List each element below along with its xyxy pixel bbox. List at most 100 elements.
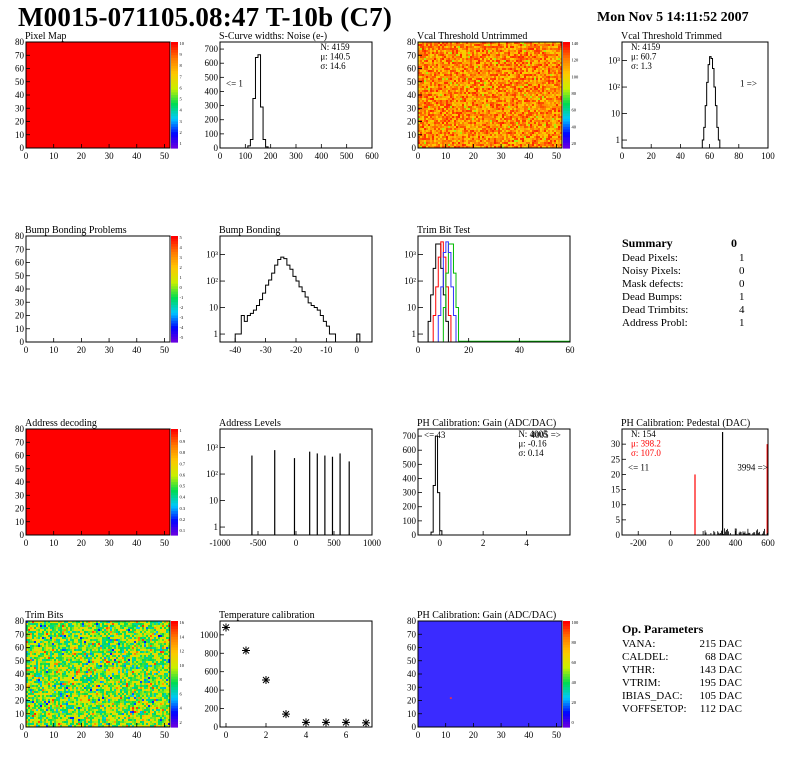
chart-title: Bump Bonding Problems [25,225,127,236]
x-tick-label: 2 [264,730,269,740]
palette-label: 14 [180,634,185,639]
y-tick-label: 80 [15,424,25,434]
x-tick-label: -1000 [210,538,231,548]
palette-label: 0.7 [180,461,186,466]
y-tick-label: 70 [15,244,25,254]
palette-label: 7 [180,74,183,79]
palette-label: 0.2 [180,517,186,522]
y-tick-label: 40 [15,669,25,679]
y-tick-label: 20 [15,504,25,514]
x-tick-label: 80 [734,151,744,161]
y-tick-label: 50 [15,656,25,666]
histogram [234,256,363,343]
plot-frame [621,41,769,149]
color-palette [171,42,178,149]
x-tick-label: 0 [24,345,29,355]
palette-label: 80 [572,640,577,645]
palette-label: 5 [180,235,183,240]
palette-label: 1 [180,141,182,146]
x-tick-label: 0 [224,730,229,740]
overflow-label: 1 => [740,79,757,89]
y-tick-label: 30 [15,103,25,113]
x-tick-label: 40 [524,730,534,740]
op-param-row-value: 195 DAC [699,677,742,689]
y-tick-label: 0 [20,530,25,540]
palette-label: 0.5 [180,484,186,489]
y-tick-label: 10³ [206,443,218,453]
x-tick-label: 40 [676,151,686,161]
y-tick-label: 40 [407,90,417,100]
palette-label: 5 [180,97,183,102]
summary-row-value: 1 [739,317,745,329]
x-tick-label: 20 [469,730,479,740]
stats-line: σ: 0.14 [518,448,544,458]
palette-label: 4 [180,108,183,113]
x-tick-label: -500 [250,538,267,548]
y-tick-label: 400 [205,86,219,96]
y-tick-label: 600 [403,445,417,455]
heatmap-pixel [449,697,452,699]
palette-label: 0.8 [180,450,186,455]
palette-label: 0 [572,720,575,725]
op-param-row-value: 68 DAC [705,651,742,663]
x-tick-label: 200 [696,538,710,548]
x-tick-label: 200 [264,151,278,161]
histogram [427,241,570,342]
y-tick-label: 10³ [404,250,416,260]
x-tick-label: 30 [497,730,507,740]
y-tick-label: 400 [205,685,219,695]
x-tick-label: -40 [229,345,241,355]
chart-title: Vcal Threshold Trimmed [621,31,722,42]
x-tick-label: 400 [315,151,329,161]
plot-frame [417,428,571,536]
chart-temperature-calibration: Temperature calibration 0 2 4 6 0 200 400 600 800… [200,610,373,740]
y-tick-label: 1000 [200,630,219,640]
scatter-point [362,718,370,727]
y-tick-label: 0 [412,530,417,540]
chart-address-levels: Address Levels -1000 -500 0 500 1000 1 10 10² 10³ [206,418,381,548]
y-tick-label: 600 [205,58,219,68]
palette-label: -1 [180,295,184,300]
y-tick-label: 10 [15,517,25,527]
stats-line: N: 4159 [320,42,350,52]
op-param-row-label: VANA: [622,638,656,650]
chart-address-decoding: Address decoding 1 0.9 0.8 0.7 0.6 0.5 0.4 0.3 0.… [15,418,186,548]
chart-title: Pixel Map [25,31,66,42]
x-tick-label: 6 [344,730,349,740]
y-tick-label: 60 [15,451,25,461]
x-tick-label: 20 [464,345,474,355]
x-tick-label: 500 [327,538,341,548]
op-param-row-label: VOFFSETOP: [622,703,687,715]
heatmap-fill [26,429,170,535]
y-tick-label: 10³ [206,250,218,260]
x-tick-label: -10 [320,345,332,355]
palette-label: 100 [572,74,580,79]
x-tick-label: 30 [105,730,115,740]
chart-title: Bump Bonding [219,225,280,236]
y-tick-label: 80 [407,616,417,626]
x-tick-label: 10 [49,730,59,740]
y-tick-label: 40 [15,477,25,487]
x-tick-label: 600 [365,151,379,161]
y-tick-label: 10 [209,496,219,506]
x-tick-label: 10 [441,730,451,740]
y-tick-label: 200 [205,704,219,714]
chart-title: Address Levels [219,418,281,429]
x-tick-label: 0 [218,151,223,161]
x-tick-label: 20 [77,345,87,355]
y-tick-label: 40 [15,90,25,100]
y-tick-label: 400 [403,473,417,483]
x-tick-label: 0 [416,151,421,161]
color-palette [171,621,178,728]
y-tick-label: 100 [205,129,219,139]
palette-label: 80 [572,91,577,96]
palette-label: 3 [180,255,183,260]
overflow-label: 3994 => [737,462,767,472]
color-palette [171,429,178,536]
underflow-label: <= 1 [226,79,243,89]
chart-scurve-widths: S-Curve widths: Noise (e-) 0 100 200 300 400 5… [205,31,380,161]
x-tick-label: 60 [705,151,715,161]
stats-line: σ: 107.0 [631,448,661,458]
heatmap-fill [418,621,562,727]
